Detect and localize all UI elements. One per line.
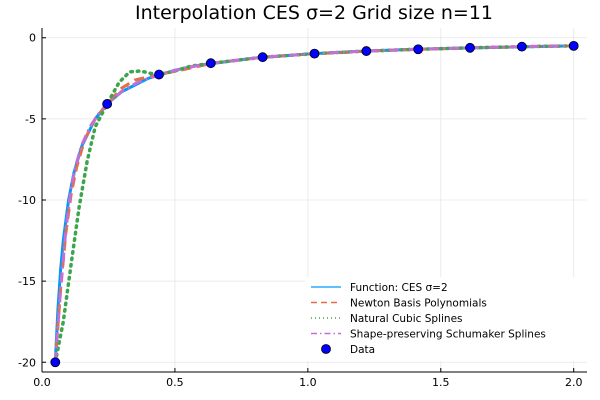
data-point-0 [50, 357, 61, 368]
legend-box [305, 277, 589, 361]
chart-title: Interpolation CES σ=2 Grid size n=11 [135, 2, 493, 24]
legend-swatch-data [321, 344, 331, 354]
data-point-6 [361, 46, 372, 56]
legend-label-2: Natural Cubic Splines [350, 313, 463, 325]
data-point-1 [102, 99, 113, 109]
legend-label-0: Function: CES σ=2 [350, 282, 448, 294]
y-tick-label: 0 [29, 32, 36, 45]
x-tick-label: 2.0 [565, 376, 583, 389]
x-tick-label: 0.0 [33, 376, 51, 389]
y-tick-label: -5 [25, 113, 36, 126]
data-point-3 [205, 58, 216, 69]
y-tick-label: -10 [18, 194, 36, 207]
data-point-2 [154, 69, 164, 80]
data-point-8 [465, 42, 475, 53]
legend-label-1: Newton Basis Polynomials [350, 298, 487, 310]
data-point-10 [568, 40, 579, 51]
legend: Function: CES σ=2 Newton Basis Polynomial… [305, 277, 589, 361]
data-point-9 [516, 41, 527, 52]
data-point-7 [413, 44, 424, 55]
x-tick-label: 0.5 [166, 376, 184, 389]
legend-label-data: Data [350, 344, 375, 356]
legend-label-3: Shape-preserving Schumaker Splines [350, 329, 546, 341]
data-point-4 [257, 52, 268, 63]
series-line-3 [53, 44, 574, 363]
x-tick-label: 1.5 [432, 376, 450, 389]
data-point-5 [309, 48, 320, 59]
y-tick-label: -15 [18, 275, 36, 288]
x-tick-label: 1.0 [299, 376, 317, 389]
data-points [50, 40, 579, 368]
axes: 0.0 0.5 1.0 1.5 2.0 -20 -15 -10 -5 0 [18, 28, 587, 389]
y-tick-label: -20 [18, 356, 36, 369]
grid [41, 28, 587, 372]
